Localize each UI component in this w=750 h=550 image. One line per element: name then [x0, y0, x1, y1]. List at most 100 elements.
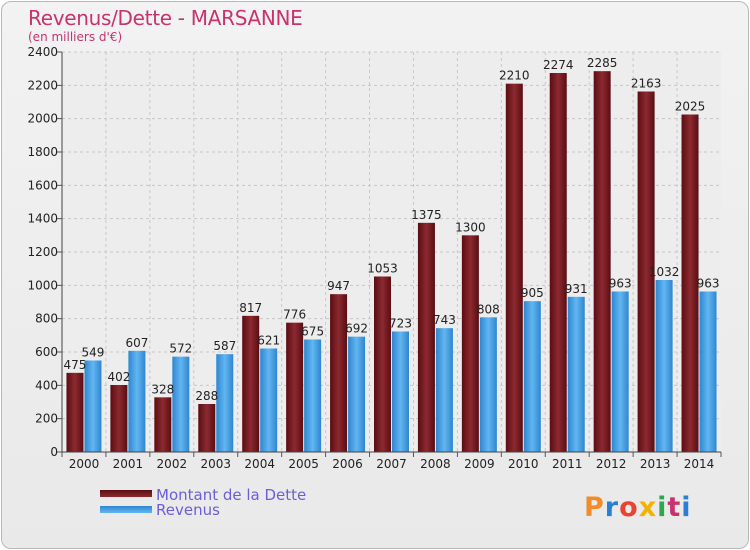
- bar-dette-2003: [198, 404, 216, 452]
- value-label-dette-2014: 2025: [675, 100, 706, 114]
- grid-lines: [62, 51, 721, 453]
- bar-revenus-2011: [567, 296, 585, 452]
- y-tick-label: 1800: [27, 145, 58, 159]
- x-tick-label: 2011: [552, 457, 583, 471]
- x-tick-label: 2013: [640, 457, 671, 471]
- bar-dette-2005: [286, 322, 304, 452]
- bar-revenus-2002: [172, 356, 190, 452]
- x-tick-label: 2005: [288, 457, 319, 471]
- logo-letter: P: [584, 492, 605, 523]
- proxiti-logo: Proxiti: [584, 492, 692, 523]
- value-label-revenus-2005: 675: [301, 325, 324, 339]
- bar-revenus-2013: [655, 280, 673, 452]
- x-tick-label: 2007: [376, 457, 407, 471]
- y-tick-label: 800: [35, 312, 58, 326]
- y-tick-label: 2200: [27, 78, 58, 92]
- y-tick-label: 1200: [27, 245, 58, 259]
- x-tick-label: 2002: [157, 457, 188, 471]
- value-label-dette-2001: 402: [107, 370, 130, 384]
- value-label-dette-2010: 2210: [499, 69, 530, 83]
- y-tick-label: 200: [35, 412, 58, 426]
- bar-revenus-2000: [84, 360, 102, 452]
- bar-revenus-2012: [611, 291, 629, 452]
- bar-revenus-2004: [260, 348, 278, 452]
- x-tick-label: 2012: [596, 457, 627, 471]
- value-label-revenus-2003: 587: [213, 339, 236, 353]
- bar-dette-2014: [681, 114, 699, 452]
- y-tick-label: 0: [50, 445, 58, 459]
- bar-revenus-2007: [392, 331, 409, 452]
- value-label-revenus-2011: 931: [565, 282, 588, 296]
- bar-dette-2004: [242, 315, 260, 452]
- logo-letter: i: [657, 492, 668, 523]
- bar-revenus-2008: [435, 328, 453, 452]
- value-label-revenus-2007: 723: [389, 317, 412, 331]
- y-tick-label: 600: [35, 345, 58, 359]
- bar-dette-2012: [593, 71, 611, 453]
- legend-swatch-dette: [100, 490, 152, 497]
- bar-dette-2008: [417, 222, 435, 452]
- y-tick-label: 1400: [27, 212, 58, 226]
- bar-dette-2000: [66, 372, 84, 452]
- y-tick-label: 1600: [27, 178, 58, 192]
- value-label-dette-2008: 1375: [411, 208, 442, 222]
- y-tick-label: 1000: [27, 278, 58, 292]
- axes: 0 200 400 600 800 1000 1200 1400 1600 1800 2000 220…: [27, 45, 722, 471]
- chart-title: Revenus/Dette - MARSANNE: [28, 6, 303, 30]
- logo-letter: i: [681, 492, 692, 523]
- bar-revenus-2009: [479, 317, 497, 452]
- value-label-revenus-2008: 743: [433, 313, 456, 327]
- bar-revenus-2006: [348, 336, 366, 452]
- x-tick-label: 2014: [684, 457, 715, 471]
- bar-revenus-2003: [216, 354, 234, 452]
- value-label-dette-2012: 2285: [587, 56, 618, 70]
- bar-dette-2002: [154, 397, 172, 452]
- bar-revenus-2010: [523, 301, 541, 452]
- value-label-revenus-2000: 549: [82, 346, 105, 360]
- legend-swatch-revenus: [100, 506, 152, 513]
- value-label-dette-2009: 1300: [455, 220, 486, 234]
- x-tick-label: 2001: [113, 457, 144, 471]
- bar-dette-2007: [374, 276, 391, 452]
- x-tick-label: 2010: [508, 457, 539, 471]
- bar-dette-2009: [461, 235, 479, 452]
- value-label-revenus-2014: 963: [697, 277, 720, 291]
- value-label-revenus-2006: 692: [345, 322, 368, 336]
- y-tick-label: 2000: [27, 112, 58, 126]
- bar-revenus-2014: [699, 291, 717, 452]
- x-tick-label: 2006: [332, 457, 363, 471]
- logo-letter: t: [667, 492, 682, 523]
- bar-dette-2001: [110, 385, 128, 452]
- value-label-dette-2011: 2274: [543, 58, 574, 72]
- legend-label-revenus: Revenus: [156, 501, 220, 519]
- value-label-revenus-2010: 905: [521, 286, 544, 300]
- y-tick-label: 400: [35, 378, 58, 392]
- x-tick-label: 2009: [464, 457, 495, 471]
- value-label-revenus-2004: 621: [257, 334, 280, 348]
- bar-dette-2010: [505, 83, 523, 453]
- chart-subtitle: (en milliers d'€): [28, 30, 123, 44]
- value-label-dette-2006: 947: [327, 279, 350, 293]
- bar-dette-2013: [637, 91, 655, 452]
- value-label-dette-2002: 328: [151, 382, 174, 396]
- value-label-dette-2005: 776: [283, 308, 306, 322]
- logo-letter: o: [619, 492, 639, 523]
- x-tick-label: 2000: [69, 457, 100, 471]
- value-label-dette-2000: 475: [64, 358, 87, 372]
- bar-dette-2011: [549, 73, 567, 452]
- legend-label-dette: Montant de la Dette: [156, 486, 307, 504]
- logo-letter: r: [604, 492, 620, 523]
- x-tick-label: 2004: [244, 457, 275, 471]
- y-tick-label: 2400: [27, 45, 58, 59]
- value-label-dette-2003: 288: [195, 389, 218, 403]
- x-tick-label: 2003: [200, 457, 231, 471]
- value-label-revenus-2009: 808: [477, 302, 500, 316]
- value-label-revenus-2002: 572: [169, 342, 192, 356]
- value-label-revenus-2012: 963: [609, 277, 632, 291]
- logo-letter: x: [638, 492, 658, 523]
- bar-revenus-2001: [128, 350, 146, 452]
- x-tick-label: 2008: [420, 457, 451, 471]
